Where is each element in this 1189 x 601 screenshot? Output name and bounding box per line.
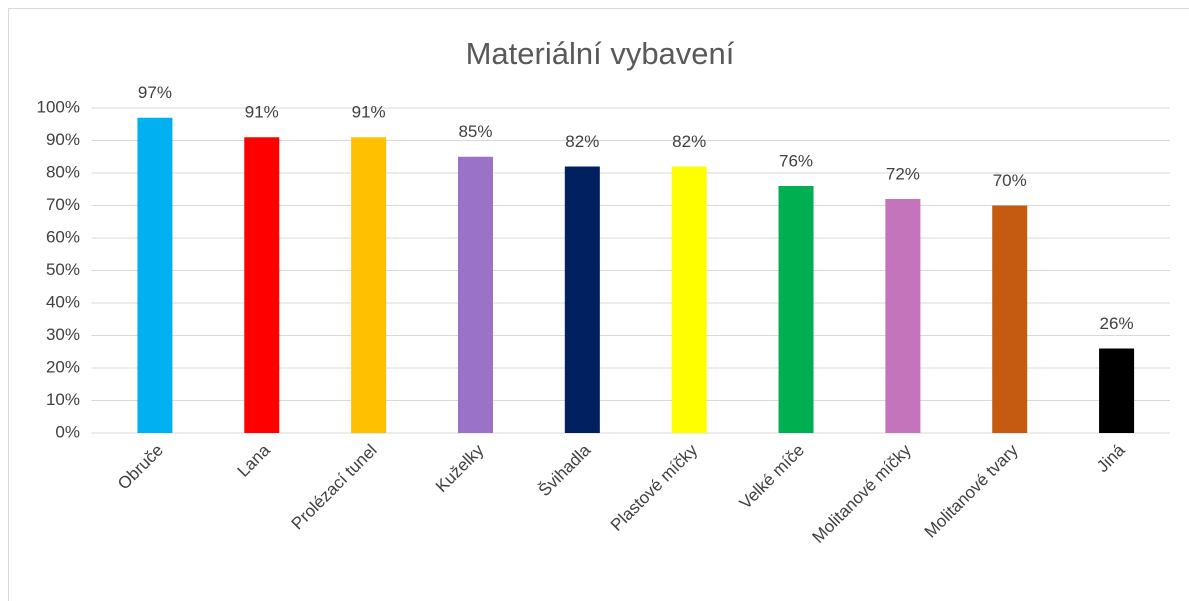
bar bbox=[137, 117, 173, 433]
bar bbox=[244, 137, 280, 433]
bar bbox=[351, 137, 387, 433]
x-tick-label: Švihadla bbox=[535, 440, 595, 500]
x-tick-label: Velké míče bbox=[736, 441, 808, 513]
data-label: 72% bbox=[886, 164, 920, 183]
data-label: 70% bbox=[993, 171, 1027, 190]
y-tick-label: 60% bbox=[46, 227, 80, 246]
x-tick-label: Jiná bbox=[1093, 440, 1129, 476]
y-tick-label: 0% bbox=[55, 422, 80, 441]
data-label: 76% bbox=[779, 151, 813, 170]
x-tick-label: Molitanové míčky bbox=[809, 440, 916, 547]
data-label: 91% bbox=[245, 103, 279, 122]
bar bbox=[992, 205, 1028, 433]
bar bbox=[671, 166, 707, 433]
y-tick-label: 20% bbox=[46, 357, 80, 376]
x-tick-label: Lana bbox=[234, 440, 275, 481]
bar bbox=[564, 166, 600, 433]
x-tick-label: Kuželky bbox=[432, 440, 488, 496]
data-label: 85% bbox=[458, 122, 492, 141]
x-tick-label: Obruče bbox=[114, 441, 167, 494]
y-tick-label: 50% bbox=[46, 260, 80, 279]
x-tick-label: Molitanové tvary bbox=[921, 440, 1022, 541]
y-tick-label: 90% bbox=[46, 130, 80, 149]
y-tick-label: 100% bbox=[37, 97, 80, 116]
y-tick-label: 80% bbox=[46, 162, 80, 181]
data-label: 26% bbox=[1100, 314, 1134, 333]
y-tick-label: 40% bbox=[46, 292, 80, 311]
bar bbox=[778, 186, 814, 433]
chart-title: Materiální vybavení bbox=[466, 36, 735, 71]
x-tick-label: Plastové míčky bbox=[607, 440, 702, 535]
y-tick-label: 10% bbox=[46, 390, 80, 409]
bar bbox=[457, 156, 493, 433]
data-label: 91% bbox=[352, 103, 386, 122]
x-tick-label: Prolézací tunel bbox=[288, 441, 381, 534]
y-tick-label: 70% bbox=[46, 195, 80, 214]
y-tick-label: 30% bbox=[46, 325, 80, 344]
data-label: 82% bbox=[565, 132, 599, 151]
bar bbox=[1099, 348, 1135, 433]
bar bbox=[885, 199, 921, 433]
data-label: 82% bbox=[672, 132, 706, 151]
data-label: 97% bbox=[138, 83, 172, 102]
chart-border bbox=[8, 8, 1189, 601]
